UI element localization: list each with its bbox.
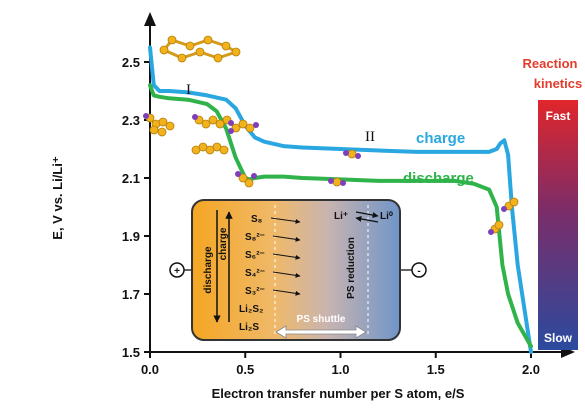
ps-reduction-label: PS reduction bbox=[346, 237, 357, 299]
species-li2s: Li₂S bbox=[239, 322, 259, 333]
species-s3-2minus: S₃²⁻ bbox=[245, 286, 265, 297]
kinetics-fast-label: Fast bbox=[546, 109, 571, 123]
y-axis-arrow bbox=[144, 12, 156, 26]
cell-body bbox=[191, 199, 401, 341]
y-axis-title: E, V vs. Li/Li⁺ bbox=[50, 156, 65, 240]
positive-terminal bbox=[169, 262, 185, 278]
species-s8: S₈ bbox=[251, 214, 263, 225]
y-tick-label: 1.5 bbox=[122, 345, 140, 360]
discharge-label: discharge bbox=[403, 170, 474, 187]
x-axis-title: Electron transfer number per S atom, e/S bbox=[212, 386, 465, 401]
charge-label: charge bbox=[416, 130, 465, 147]
x-tick-label: 2.0 bbox=[522, 362, 540, 377]
negative-terminal bbox=[411, 262, 427, 278]
positive-terminal-sign: + bbox=[174, 266, 180, 277]
species-s6-2minus: S₆²⁻ bbox=[245, 250, 265, 261]
polysulfide-chain-molecule-icon bbox=[192, 114, 234, 129]
stage-2-label: II bbox=[365, 129, 375, 145]
cell-schematic-inset: + - discharge charge S₈ S₈²⁻ S₆²⁻ S₄²⁻ S… bbox=[169, 199, 427, 341]
discharge-series-line bbox=[148, 83, 533, 349]
y-tick-label: 2.5 bbox=[122, 55, 140, 70]
negative-terminal-sign: - bbox=[417, 266, 420, 277]
axis-ticks: 0.0 0.5 1.0 1.5 2.0 1.5 1.7 1.9 2.1 2.3 2.5 bbox=[122, 55, 540, 377]
polysulfide-chain-molecule-icon bbox=[191, 142, 229, 155]
s8-ring-molecule-icon bbox=[159, 35, 241, 63]
li-ion-label: Li⁺ bbox=[334, 211, 348, 222]
diffusion-arrow bbox=[270, 217, 301, 224]
diffusion-arrow bbox=[272, 271, 301, 278]
y-tick-label: 2.1 bbox=[122, 171, 140, 186]
polysulfide-chain-molecule-icon bbox=[228, 119, 259, 134]
diffusion-arrow bbox=[272, 289, 301, 296]
kinetics-title-line2: kinetics bbox=[534, 76, 582, 91]
li-metal-label: Li⁰ bbox=[380, 211, 393, 222]
lithium-polysulfide-molecule-icon bbox=[343, 149, 361, 159]
lithium-sulfide-molecule-icon bbox=[488, 220, 504, 235]
diffusion-arrow bbox=[272, 235, 301, 242]
species-s8-2minus: S₈²⁻ bbox=[245, 232, 265, 243]
ps-shuttle-label: PS shuttle bbox=[297, 314, 346, 325]
y-tick-label: 1.7 bbox=[122, 287, 140, 302]
lithium-polysulfide-molecule-icon bbox=[235, 171, 257, 188]
lithium-polysulfide-molecule-icon bbox=[328, 177, 346, 187]
li-plating-arrow bbox=[355, 211, 379, 218]
kinetics-gradient-bar bbox=[538, 100, 578, 350]
charge-direction-label: charge bbox=[218, 227, 229, 260]
diffusion-arrow bbox=[272, 253, 301, 260]
y-tick-label: 2.3 bbox=[122, 113, 140, 128]
x-tick-label: 1.0 bbox=[331, 362, 349, 377]
discharge-direction-label: discharge bbox=[203, 246, 214, 294]
x-tick-label: 0.5 bbox=[236, 362, 254, 377]
x-tick-label: 0.0 bbox=[141, 362, 159, 377]
polysulfide-chain-molecule-icon bbox=[143, 113, 175, 137]
lithium-sulfide-molecule-icon bbox=[501, 197, 519, 212]
kinetics-title-line1: Reaction bbox=[523, 56, 578, 71]
x-tick-label: 1.5 bbox=[427, 362, 445, 377]
stage-1-label: I bbox=[186, 82, 191, 98]
species-s4-2minus: S₄²⁻ bbox=[245, 268, 265, 279]
charge-series-line bbox=[148, 45, 533, 354]
ps-shuttle-arrow bbox=[275, 325, 367, 339]
species-li2s2: Li₂S₂ bbox=[239, 304, 263, 315]
y-tick-label: 1.9 bbox=[122, 229, 140, 244]
li-stripping-arrow bbox=[355, 216, 379, 223]
kinetics-slow-label: Slow bbox=[544, 331, 573, 345]
